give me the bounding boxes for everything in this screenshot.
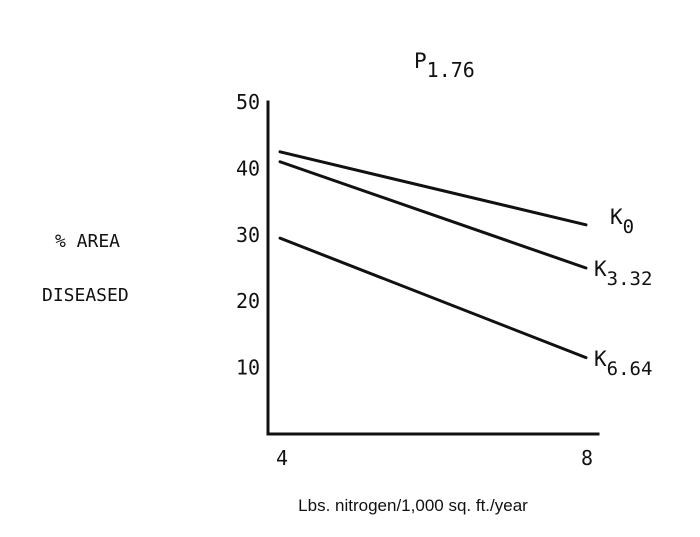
- y-tick-label-50: 50: [236, 90, 260, 114]
- series-line-2: [278, 236, 588, 360]
- series-line-0: [278, 150, 588, 227]
- x-axis-label: Lbs. nitrogen/1,000 sq. ft./year: [298, 496, 528, 515]
- series-label-main-0: K: [610, 205, 623, 229]
- x-tick-label-8: 8: [581, 446, 593, 470]
- chart-title-main: P: [414, 49, 427, 73]
- chart-title: P1.76: [414, 49, 475, 82]
- series-label-sub-1: 3.32: [607, 268, 653, 290]
- y-tick-label-30: 30: [236, 223, 260, 247]
- series-label-0: K0: [610, 205, 634, 238]
- y-tick-label-20: 20: [236, 289, 260, 313]
- series-label-main-2: K: [594, 347, 607, 371]
- series-line-1: [278, 160, 588, 270]
- series-label-2: K6.64: [594, 347, 652, 380]
- chart-title-subscript: 1.76: [427, 58, 475, 82]
- series-label-sub-0: 0: [623, 216, 634, 238]
- y-tick-label-40: 40: [236, 156, 260, 180]
- series-label-sub-2: 6.64: [607, 358, 653, 380]
- series-label-1: K3.32: [594, 257, 652, 290]
- y-axis-label-line-2: DISEASED: [42, 285, 129, 306]
- y-tick-label-10: 10: [236, 356, 260, 380]
- y-axis-label-line-1: % AREA: [55, 231, 120, 252]
- x-tick-label-4: 4: [276, 446, 288, 470]
- series-label-main-1: K: [594, 257, 607, 281]
